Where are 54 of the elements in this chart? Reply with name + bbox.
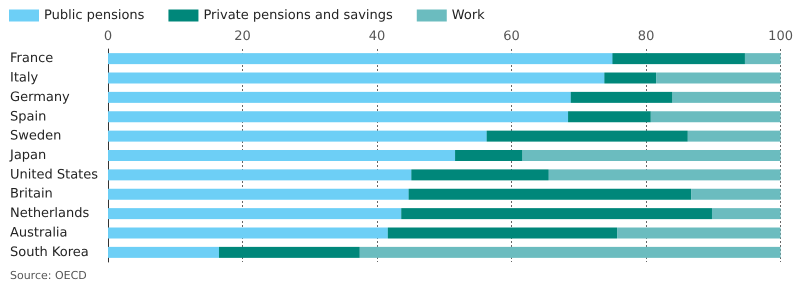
x-tick-label: 80	[638, 29, 654, 44]
bar	[455, 150, 522, 161]
y-tick-label: Netherlands	[10, 206, 90, 222]
bar	[712, 208, 781, 220]
x-tick-label: 60	[503, 29, 520, 44]
bar	[688, 130, 781, 142]
bar	[612, 53, 745, 64]
bar	[108, 188, 409, 200]
bar	[604, 72, 656, 84]
y-tick-label: South Korea	[10, 244, 89, 260]
bar	[108, 92, 571, 103]
y-tick-label: France	[10, 51, 54, 66]
bar	[108, 130, 487, 142]
bar	[672, 92, 781, 103]
bar	[570, 92, 672, 103]
bar	[691, 188, 781, 200]
y-tick-label: Australia	[10, 225, 68, 240]
y-tick-label: Spain	[10, 109, 46, 124]
bar	[486, 130, 688, 142]
legend-label: Public pensions	[44, 8, 145, 23]
x-tick-label: 0	[104, 29, 112, 44]
bar	[108, 72, 604, 84]
bar	[108, 111, 568, 122]
y-tick-label: Sweden	[10, 128, 62, 144]
x-tick-label: 40	[368, 29, 386, 44]
bar	[548, 169, 781, 180]
bar	[401, 208, 712, 220]
bar	[617, 227, 781, 238]
bar	[411, 169, 549, 180]
bar	[650, 111, 781, 122]
bar	[568, 111, 651, 122]
bar	[108, 227, 388, 238]
y-tick-label: Germany	[10, 90, 70, 105]
y-tick-label: United States	[10, 167, 98, 182]
bar	[108, 208, 402, 220]
y-tick-label: Japan	[9, 148, 46, 163]
bar	[656, 72, 781, 84]
x-tick-label: 100	[768, 29, 794, 44]
legend-label: Work	[452, 8, 486, 23]
bar	[108, 150, 456, 161]
bar	[108, 53, 612, 64]
source-note: Source: OECD	[10, 269, 87, 282]
bar	[408, 188, 692, 200]
legend-label: Private pensions and savings	[203, 8, 393, 23]
y-tick-label: Italy	[10, 70, 39, 86]
bar	[108, 246, 219, 258]
bar	[218, 246, 360, 258]
x-tick-label: 20	[234, 29, 251, 44]
y-tick-label: Britain	[10, 186, 53, 202]
bar	[744, 53, 781, 64]
bar	[388, 227, 618, 238]
bar	[108, 169, 412, 180]
bar	[360, 246, 781, 258]
bar	[522, 150, 781, 161]
